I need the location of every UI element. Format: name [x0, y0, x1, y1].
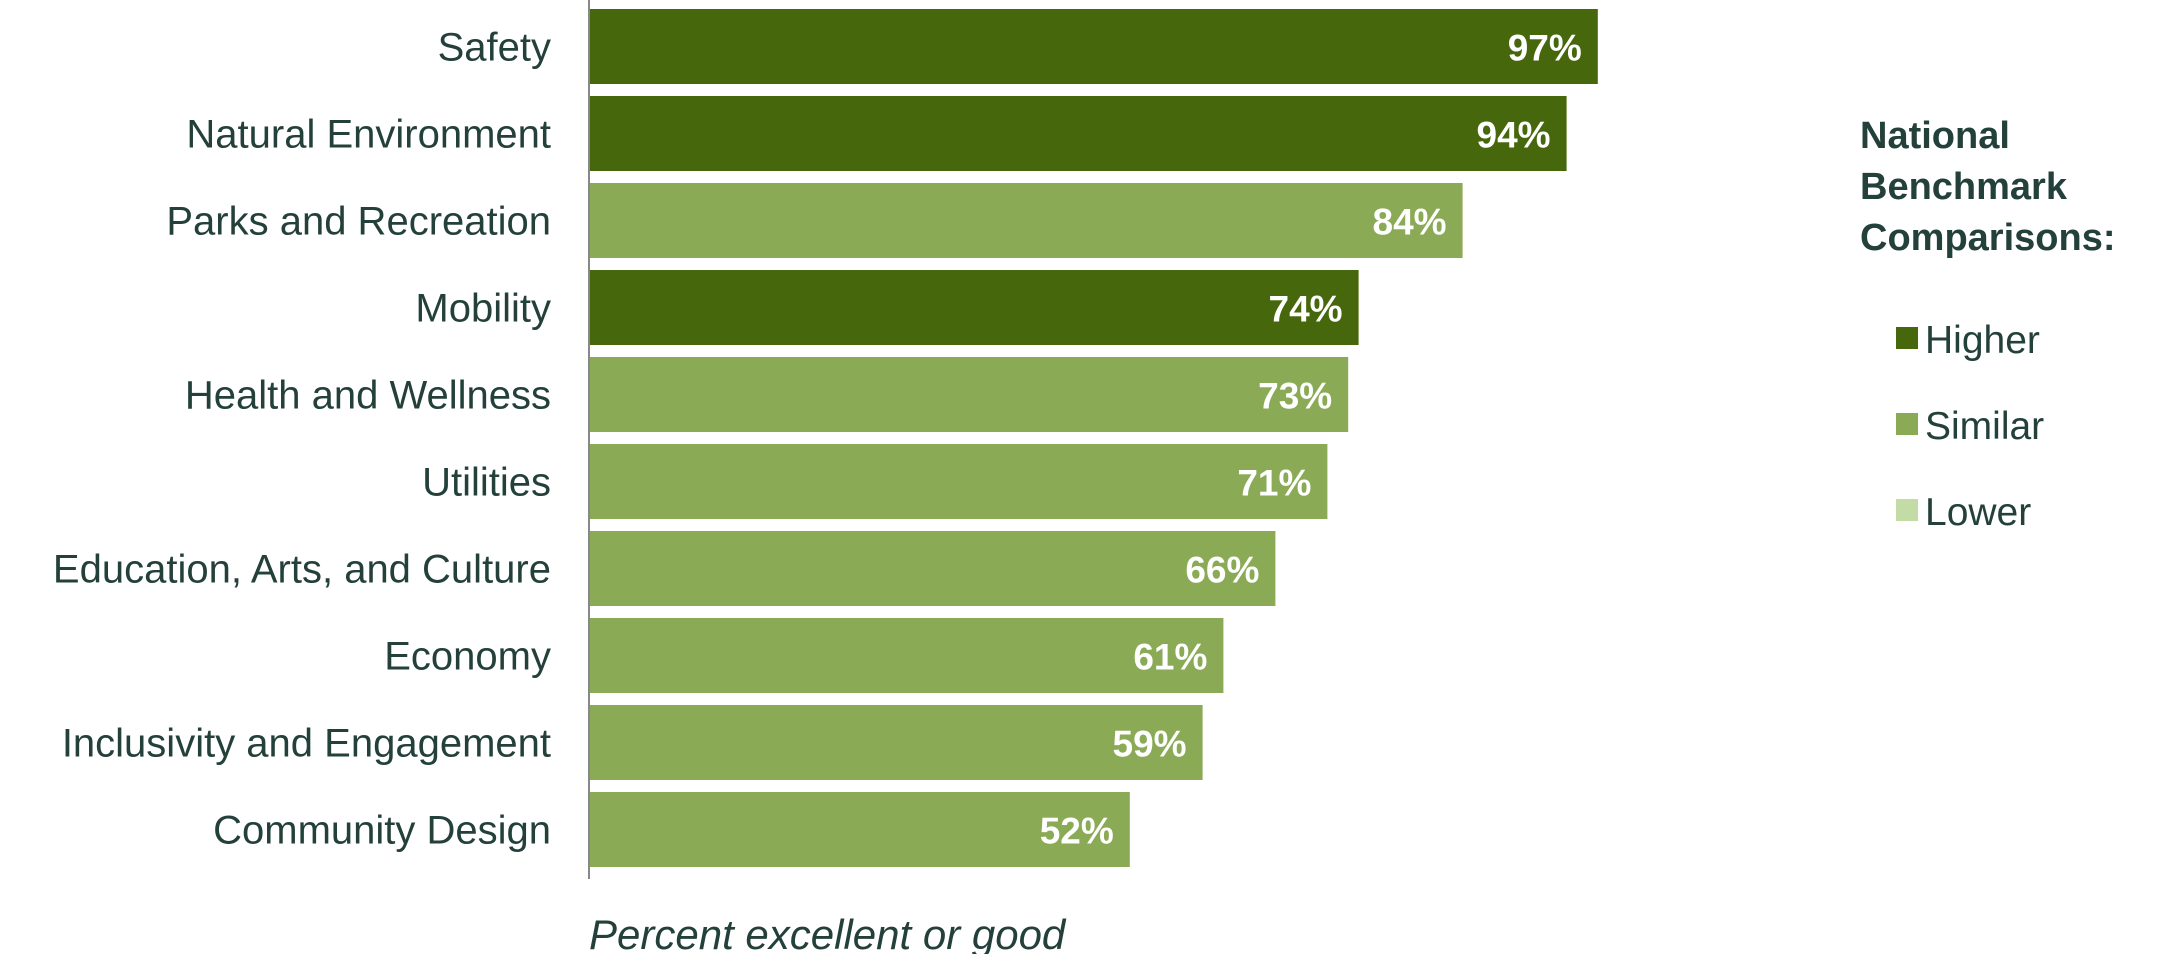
- legend-title-line: Benchmark: [1860, 166, 2068, 208]
- category-label-mobility: Mobility: [415, 287, 551, 331]
- x-axis-label: Percent excellent or good: [589, 911, 1067, 954]
- category-label-economy: Economy: [384, 635, 551, 679]
- legend-title: National Benchmark Comparisons:: [1860, 115, 2115, 259]
- category-label-safety: Safety: [438, 26, 551, 70]
- legend-label-lower: Lower: [1925, 491, 2031, 534]
- value-label-safety: 97%: [1508, 28, 1582, 69]
- bar-inclusivity-and-engagement: [589, 705, 1203, 780]
- value-label-inclusivity-and-engagement: 59%: [1113, 724, 1187, 765]
- legend-label-higher: Higher: [1925, 319, 2040, 362]
- bars-group: [589, 9, 1598, 867]
- value-label-health-and-wellness: 73%: [1258, 376, 1332, 417]
- legend-items: Higher Similar Lower: [1896, 319, 2044, 534]
- bar-parks-and-recreation: [589, 183, 1463, 258]
- bar-education-arts-and-culture: [589, 531, 1276, 606]
- value-label-mobility: 74%: [1269, 289, 1343, 330]
- legend-swatch-lower: [1896, 499, 1918, 521]
- bar-economy: [589, 618, 1224, 693]
- legend-swatch-similar: [1896, 413, 1918, 435]
- value-label-community-design: 52%: [1040, 811, 1114, 852]
- category-label-education-arts-and-culture: Education, Arts, and Culture: [53, 548, 551, 592]
- category-label-parks-and-recreation: Parks and Recreation: [166, 200, 551, 244]
- category-label-inclusivity-and-engagement: Inclusivity and Engagement: [62, 722, 551, 766]
- legend: National Benchmark Comparisons: Higher Simi…: [1860, 115, 2115, 534]
- legend-label-similar: Similar: [1925, 405, 2044, 448]
- bar-community-design: [589, 792, 1130, 867]
- value-labels: 97% 94% 84% 74% 73% 71% 66% 61% 59% 52%: [1040, 28, 1582, 852]
- legend-swatch-higher: [1896, 327, 1918, 349]
- legend-title-line: Comparisons:: [1860, 217, 2115, 259]
- bar-safety: [589, 9, 1598, 84]
- value-label-natural-environment: 94%: [1477, 115, 1551, 156]
- value-label-education-arts-and-culture: 66%: [1185, 550, 1259, 591]
- legend-title-line: National: [1860, 115, 2010, 157]
- bar-health-and-wellness: [589, 357, 1349, 432]
- category-label-natural-environment: Natural Environment: [186, 113, 551, 157]
- bar-mobility: [589, 270, 1359, 345]
- value-label-parks-and-recreation: 84%: [1373, 202, 1447, 243]
- value-label-economy: 61%: [1133, 637, 1207, 678]
- category-label-utilities: Utilities: [422, 461, 551, 505]
- category-labels: Safety Natural Environment Parks and Recre…: [53, 26, 551, 853]
- value-label-utilities: 71%: [1237, 463, 1311, 504]
- bar-utilities: [589, 444, 1328, 519]
- category-label-health-and-wellness: Health and Wellness: [185, 374, 551, 418]
- category-label-community-design: Community Design: [213, 809, 551, 853]
- bar-natural-environment: [589, 96, 1567, 171]
